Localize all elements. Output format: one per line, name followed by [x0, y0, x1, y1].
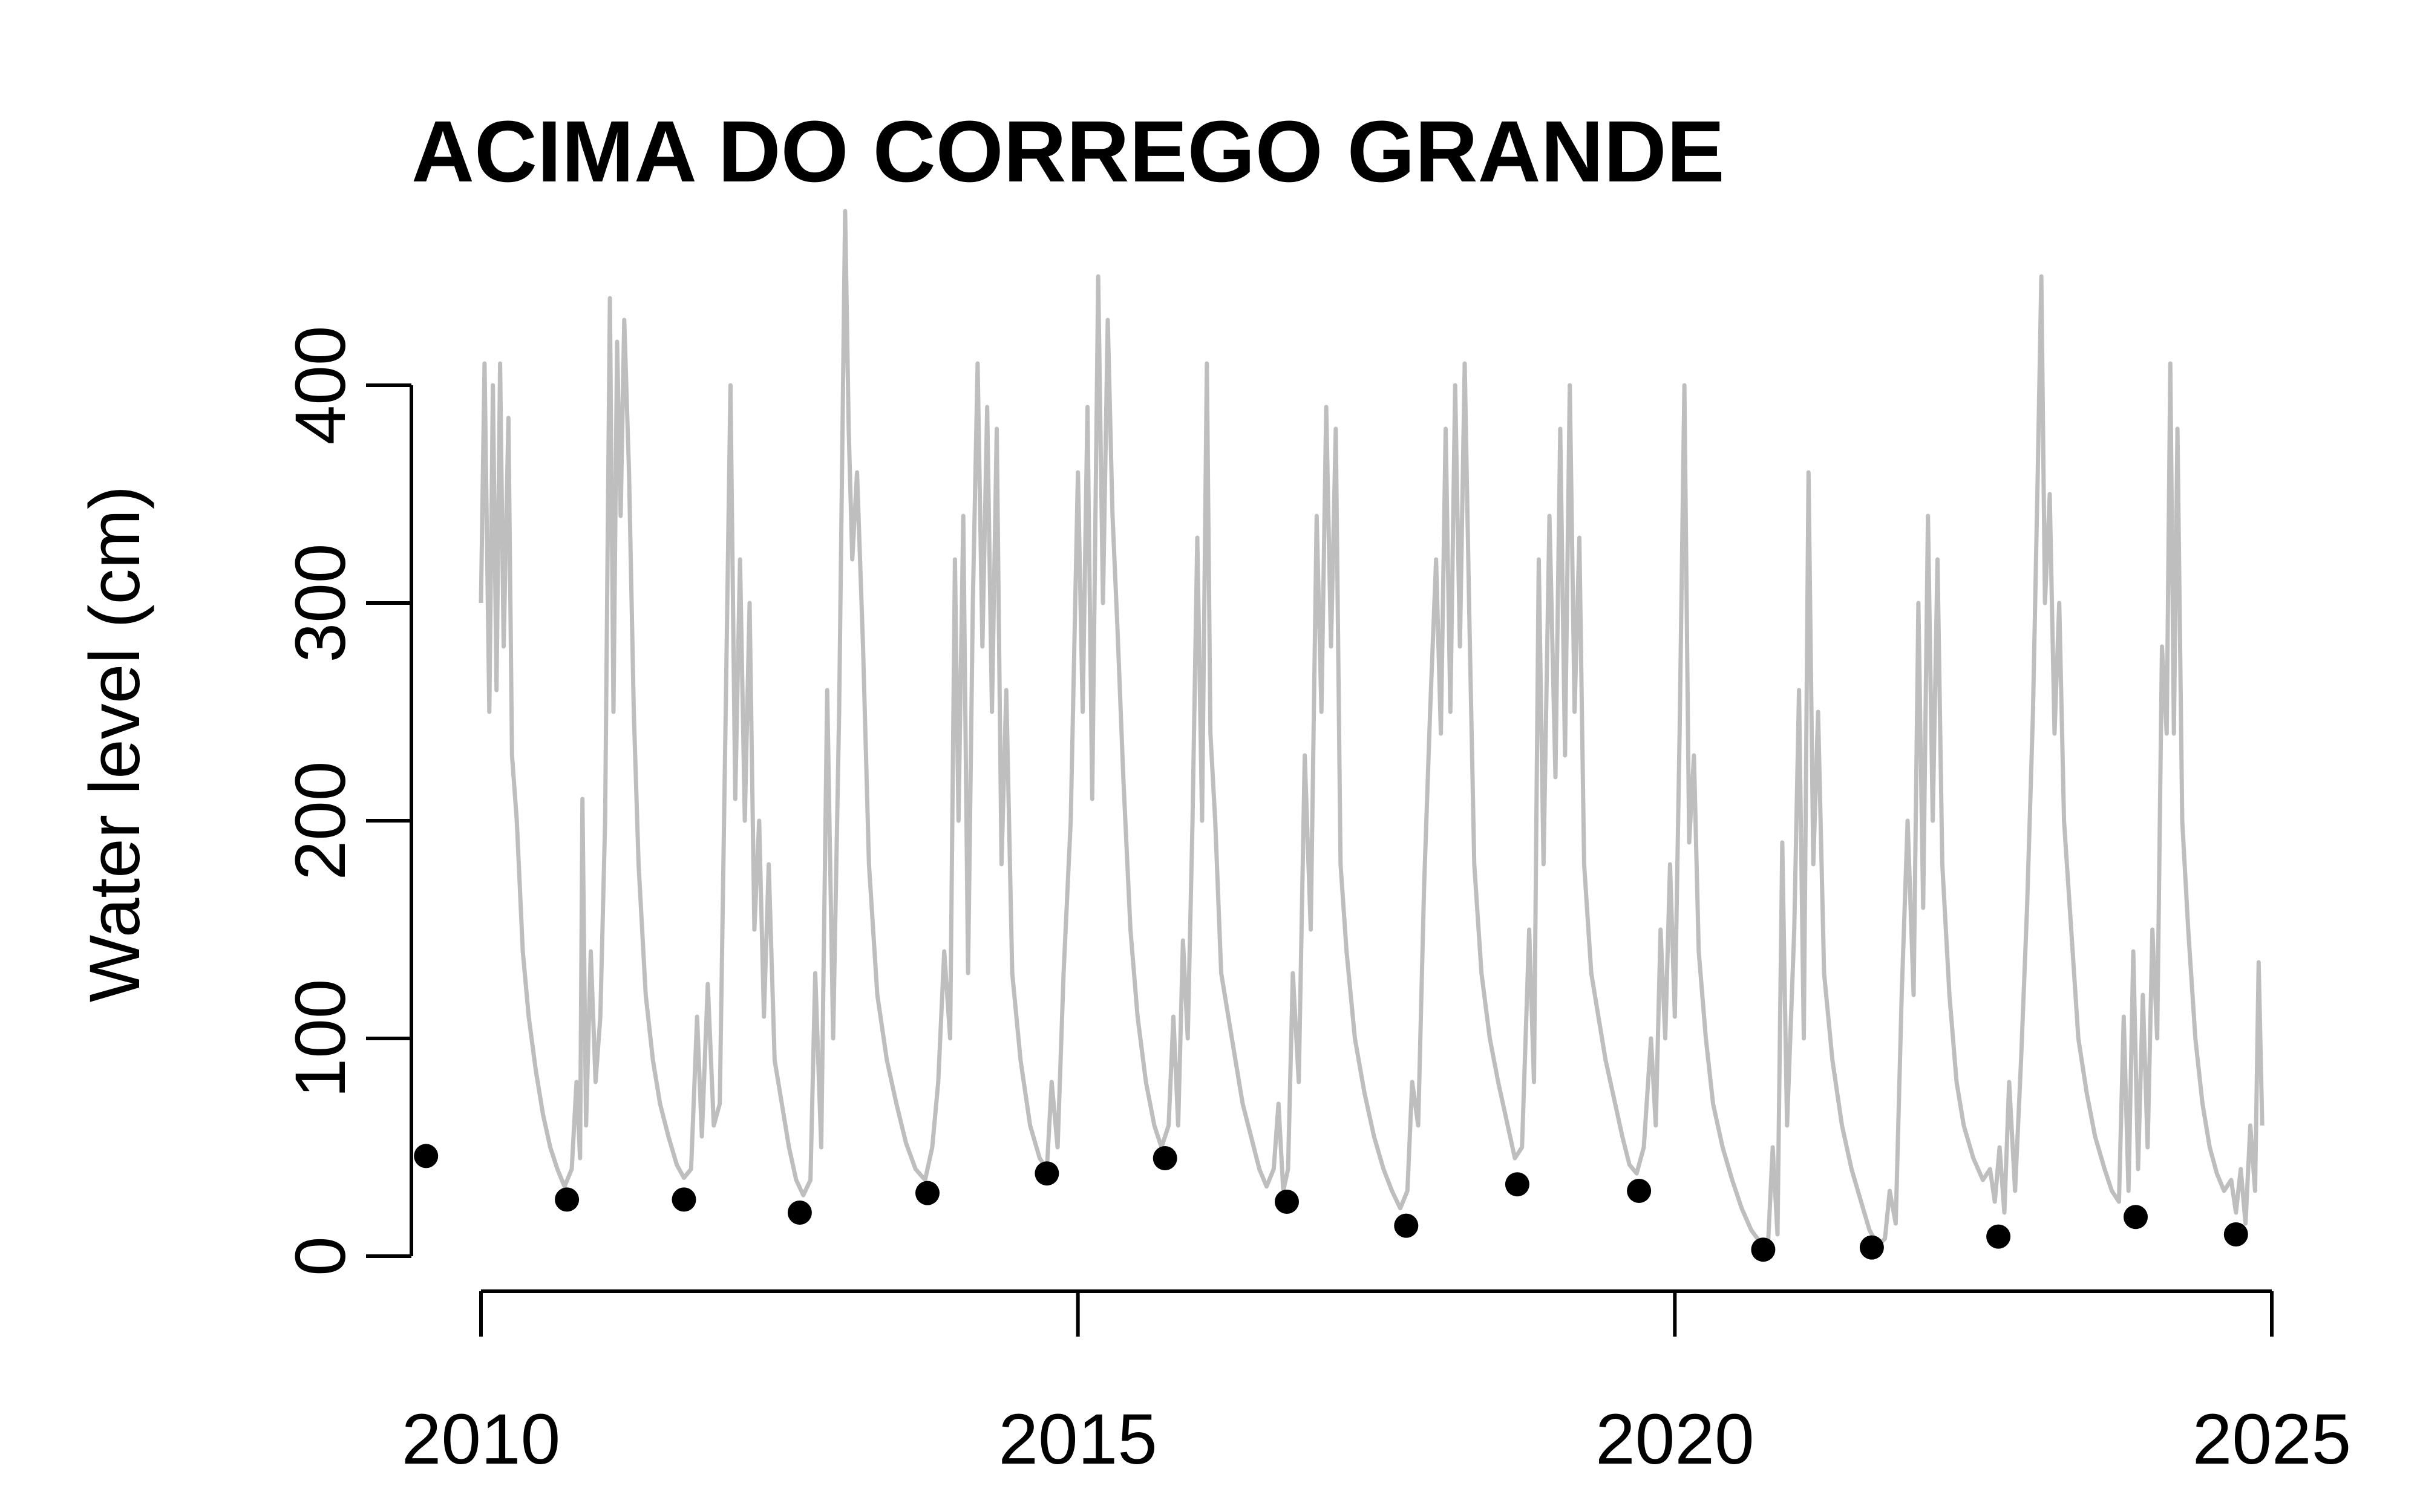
- annual-minimum-point: [1275, 1190, 1299, 1214]
- annual-minimum-point: [1505, 1172, 1529, 1197]
- x-tick-label: 2010: [402, 1400, 561, 1479]
- annual-minimum-point: [1986, 1224, 2011, 1249]
- annual-minimum-point: [1751, 1237, 1776, 1262]
- y-tick-label: 300: [281, 544, 361, 663]
- annual-minimum-point: [787, 1201, 812, 1225]
- annual-minimum-point: [672, 1187, 696, 1212]
- annual-minimum-point: [1153, 1146, 1177, 1170]
- x-axis: 2010 2015 2020 2025: [402, 1289, 2352, 1479]
- y-axis: 0 100 200 300 400: [281, 326, 413, 1276]
- annual-minimum-point: [2223, 1222, 2248, 1246]
- annual-minimum-point: [555, 1187, 580, 1212]
- annual-minimum-point: [915, 1181, 940, 1205]
- x-tick-label: 2015: [998, 1400, 1157, 1479]
- annual-minimum-point: [1035, 1161, 1059, 1186]
- x-tick-label: 2025: [2193, 1400, 2352, 1479]
- water-level-series-line: [479, 209, 2265, 1248]
- chart-title: ACIMA DO CORREGO GRANDE: [411, 103, 1725, 200]
- annual-minimum-point: [1627, 1179, 1652, 1203]
- annual-minimum-point: [414, 1144, 439, 1168]
- y-tick-label: 0: [281, 1236, 361, 1276]
- points-layer: [414, 1144, 2248, 1262]
- series-layer: [479, 209, 2265, 1248]
- y-tick-label: 400: [281, 326, 361, 445]
- y-axis-title: Water level (cm): [75, 486, 155, 1002]
- annual-minimum-point: [2124, 1205, 2148, 1230]
- y-tick-label: 100: [281, 979, 361, 1098]
- y-tick-label: 200: [281, 761, 361, 881]
- annual-minimum-point: [1859, 1235, 1884, 1260]
- annual-minimum-point: [1394, 1213, 1419, 1238]
- x-tick-label: 2020: [1595, 1400, 1754, 1479]
